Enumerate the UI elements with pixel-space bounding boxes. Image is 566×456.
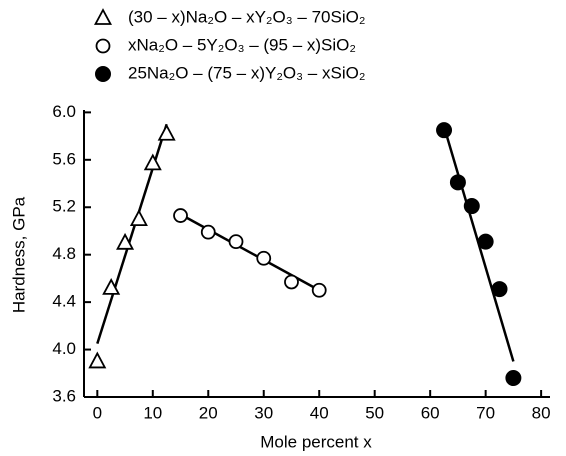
legend-label: xNa₂O – 5Y₂O₃ – (95 – x)SiO₂ xyxy=(128,35,356,54)
data-point xyxy=(173,208,188,223)
x-tick-label: 0 xyxy=(93,403,102,422)
data-point xyxy=(463,198,480,215)
x-tick-label: 30 xyxy=(254,403,273,422)
y-tick-label: 6.0 xyxy=(52,102,76,121)
legend-marker xyxy=(93,8,113,25)
legend-label: 25Na₂O – (75 – x)Y₂O₃ – xSiO₂ xyxy=(128,63,365,82)
x-tick-label: 10 xyxy=(143,403,162,422)
data-point xyxy=(228,234,244,250)
x-tick-label: 70 xyxy=(476,403,495,422)
data-point xyxy=(491,281,508,298)
legend-marker xyxy=(95,38,111,54)
x-tick-label: 80 xyxy=(532,403,551,422)
x-tick-label: 20 xyxy=(199,403,218,422)
data-point xyxy=(505,370,522,387)
data-point xyxy=(477,233,494,250)
data-point xyxy=(311,282,327,298)
x-axis-title: Mole percent x xyxy=(260,432,372,451)
data-point xyxy=(200,224,216,240)
x-tick-label: 40 xyxy=(310,403,329,422)
data-point xyxy=(284,274,299,290)
data-point xyxy=(256,250,272,266)
legend-marker xyxy=(95,66,111,82)
data-point xyxy=(88,351,107,369)
data-point xyxy=(436,122,453,139)
fit-line xyxy=(96,123,168,345)
x-tick-label: 50 xyxy=(365,403,384,422)
y-axis-title: Hardness, GPa xyxy=(9,196,28,313)
y-tick-label: 4.4 xyxy=(52,292,76,311)
data-point xyxy=(116,232,135,250)
data-point xyxy=(157,123,176,141)
y-tick-label: 4.8 xyxy=(52,244,76,263)
fit-line xyxy=(179,213,320,292)
legend-label: (30 – x)Na₂O – xY₂O₃ – 70SiO₂ xyxy=(128,7,365,26)
data-point xyxy=(129,209,148,227)
y-tick-label: 4.0 xyxy=(52,339,76,358)
y-tick-label: 5.2 xyxy=(52,197,76,216)
data-point xyxy=(102,277,121,295)
data-point xyxy=(449,174,466,191)
y-tick-label: 5.6 xyxy=(52,149,76,168)
y-tick-label: 3.6 xyxy=(52,386,76,405)
x-tick-label: 60 xyxy=(421,403,440,422)
data-point xyxy=(143,153,162,171)
